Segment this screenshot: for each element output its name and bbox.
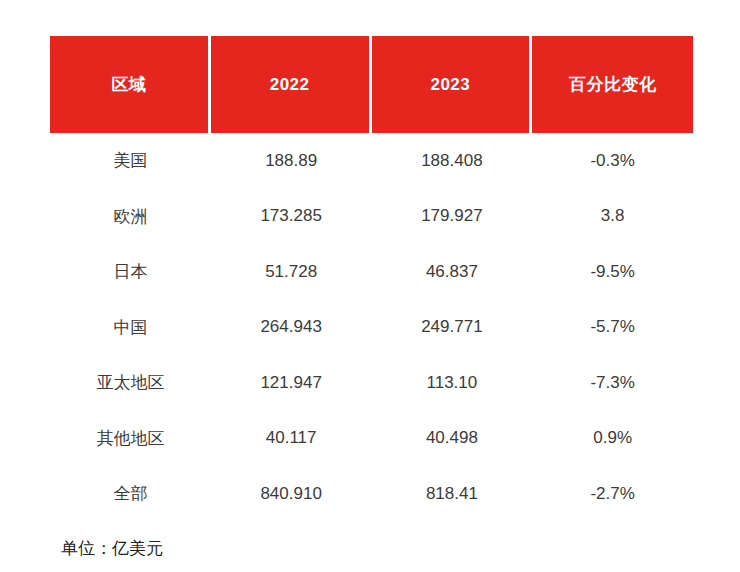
cell-region: 亚太地区 [50,355,211,411]
cell-region: 美国 [50,133,211,189]
cell-percent-change: -0.3% [532,133,693,189]
cell-percent-change: -7.3% [532,355,693,411]
unit-note: 单位：亿美元 [61,537,163,560]
cell-percent-change: -5.7% [532,300,693,356]
table-row-china: 中国 264.943 249.771 -5.7% [50,300,693,356]
cell-2023-value: 40.498 [372,411,533,467]
cell-region: 全部 [50,466,211,522]
table-header-row: 区域 2022 2023 百分比变化 [50,36,693,133]
cell-2022-value: 188.89 [211,133,372,189]
cell-2023-value: 179.927 [372,189,533,245]
table-row-usa: 美国 188.89 188.408 -0.3% [50,133,693,189]
column-header-2022: 2022 [211,36,372,133]
table-row-asia-pacific: 亚太地区 121.947 113.10 -7.3% [50,355,693,411]
cell-percent-change: -2.7% [532,466,693,522]
table-row-other-regions: 其他地区 40.117 40.498 0.9% [50,411,693,467]
cell-percent-change: -9.5% [532,244,693,300]
cell-region: 欧洲 [50,189,211,245]
column-header-percent-change: 百分比变化 [532,36,693,133]
cell-2023-value: 188.408 [372,133,533,189]
cell-2022-value: 121.947 [211,355,372,411]
cell-2022-value: 51.728 [211,244,372,300]
cell-percent-change: 3.8 [532,189,693,245]
cell-region: 中国 [50,300,211,356]
column-header-2023: 2023 [372,36,533,133]
table-graphic: 区域 2022 2023 百分比变化 美国 188.89 188.408 -0.… [0,0,740,572]
cell-region: 日本 [50,244,211,300]
cell-region: 其他地区 [50,411,211,467]
cell-2022-value: 40.117 [211,411,372,467]
column-header-region: 区域 [50,36,211,133]
cell-2023-value: 818.41 [372,466,533,522]
table-row-japan: 日本 51.728 46.837 -9.5% [50,244,693,300]
regional-revenue-table: 区域 2022 2023 百分比变化 美国 188.89 188.408 -0.… [50,36,693,522]
table-row-total: 全部 840.910 818.41 -2.7% [50,466,693,522]
cell-2022-value: 264.943 [211,300,372,356]
cell-2022-value: 173.285 [211,189,372,245]
table-row-europe: 欧洲 173.285 179.927 3.8 [50,189,693,245]
cell-2023-value: 249.771 [372,300,533,356]
cell-percent-change: 0.9% [532,411,693,467]
cell-2022-value: 840.910 [211,466,372,522]
cell-2023-value: 46.837 [372,244,533,300]
cell-2023-value: 113.10 [372,355,533,411]
